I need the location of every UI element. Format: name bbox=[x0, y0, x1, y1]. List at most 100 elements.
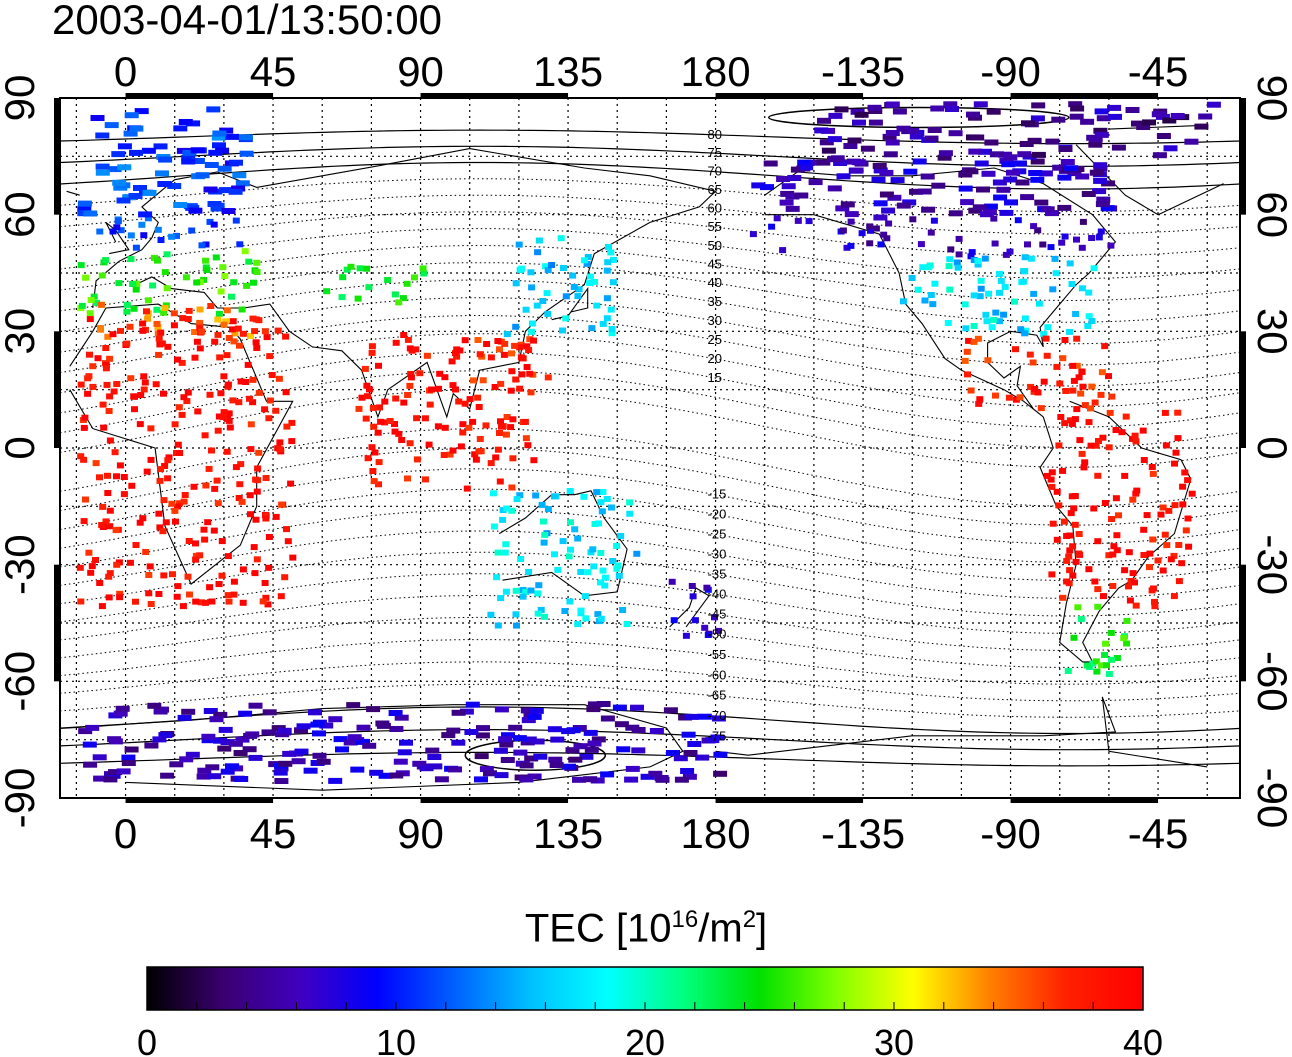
tec-point bbox=[96, 580, 104, 586]
tec-point bbox=[440, 452, 448, 458]
tec-point bbox=[368, 349, 376, 356]
tec-point bbox=[368, 444, 376, 451]
tec-point bbox=[220, 768, 235, 775]
tec-point bbox=[603, 267, 611, 274]
tec-point bbox=[1165, 507, 1173, 514]
tec-point bbox=[369, 468, 377, 474]
tec-point bbox=[508, 484, 516, 491]
tec-point bbox=[953, 259, 961, 266]
tec-point bbox=[226, 424, 234, 431]
tec-point bbox=[202, 241, 210, 248]
tec-point bbox=[687, 741, 702, 747]
tec-point bbox=[614, 562, 622, 569]
tec-point bbox=[1157, 511, 1165, 518]
tec-point bbox=[361, 365, 369, 372]
tec-point bbox=[174, 356, 181, 363]
tec-point bbox=[98, 603, 106, 610]
tec-point bbox=[1035, 300, 1043, 307]
tec-point bbox=[239, 150, 254, 157]
tec-point bbox=[265, 534, 273, 540]
tec-point bbox=[1073, 406, 1081, 413]
tec-point bbox=[463, 485, 471, 492]
tec-point bbox=[83, 761, 98, 768]
contour-label-south: -65 bbox=[708, 688, 727, 703]
tec-point bbox=[139, 320, 147, 327]
tec-point bbox=[237, 378, 245, 385]
tec-point bbox=[917, 188, 932, 195]
tec-point bbox=[1012, 346, 1019, 353]
tec-point bbox=[278, 501, 286, 508]
colorbar-tick-label: 20 bbox=[625, 1022, 665, 1057]
tec-point bbox=[164, 457, 172, 464]
tec-point bbox=[475, 448, 483, 455]
tec-point bbox=[1066, 328, 1074, 335]
tec-point bbox=[526, 336, 534, 343]
tec-point bbox=[946, 286, 954, 293]
tec-point bbox=[917, 241, 925, 248]
tec-point bbox=[164, 343, 172, 350]
tec-point bbox=[713, 751, 728, 758]
tec-point bbox=[866, 223, 874, 230]
tec-point bbox=[549, 762, 564, 768]
tec-point bbox=[1060, 159, 1075, 165]
tec-point bbox=[521, 418, 529, 425]
tec-point bbox=[88, 563, 96, 570]
tec-point bbox=[265, 415, 273, 422]
lon-tick-top: 45 bbox=[250, 48, 297, 95]
tec-point bbox=[625, 724, 640, 731]
tec-point bbox=[192, 540, 199, 547]
tec-point bbox=[960, 199, 975, 206]
tec-point bbox=[883, 151, 898, 158]
tec-point bbox=[868, 108, 883, 114]
tec-point bbox=[391, 421, 398, 427]
tec-point bbox=[1152, 152, 1167, 159]
tec-point bbox=[181, 492, 189, 498]
tec-point bbox=[103, 381, 111, 388]
tec-point bbox=[214, 427, 222, 434]
tec-point bbox=[1052, 164, 1067, 171]
tec-point bbox=[760, 184, 774, 191]
tec-point bbox=[1030, 158, 1045, 165]
tec-point bbox=[530, 457, 538, 464]
tec-point bbox=[1078, 368, 1086, 375]
tec-point bbox=[608, 326, 616, 332]
tec-point bbox=[840, 201, 855, 208]
tec-point bbox=[973, 101, 988, 108]
tec-point bbox=[1140, 552, 1148, 558]
tec-point bbox=[247, 421, 255, 428]
tec-point bbox=[252, 516, 260, 523]
tec-point bbox=[965, 337, 973, 344]
tec-point bbox=[453, 353, 461, 360]
tec-point bbox=[469, 377, 477, 384]
tec-point bbox=[143, 308, 150, 315]
tec-point bbox=[391, 428, 399, 435]
tec-point bbox=[990, 316, 998, 323]
tec-point bbox=[1159, 504, 1167, 511]
tec-point bbox=[375, 459, 383, 466]
lon-tick-top: -90 bbox=[980, 48, 1041, 95]
tec-point bbox=[1098, 369, 1106, 376]
tec-point bbox=[574, 293, 582, 300]
tec-point bbox=[451, 739, 466, 746]
tec-point bbox=[1094, 603, 1102, 610]
tec-point bbox=[82, 274, 90, 281]
tec-point bbox=[981, 255, 989, 262]
tec-point bbox=[715, 627, 722, 634]
tec-point bbox=[1074, 604, 1082, 611]
tec-point bbox=[877, 241, 885, 248]
tec-point bbox=[1088, 383, 1096, 390]
tec-point bbox=[920, 173, 935, 180]
tec-point bbox=[1031, 102, 1046, 109]
tec-point bbox=[568, 756, 583, 763]
tec-point bbox=[899, 298, 907, 305]
tec-point bbox=[1107, 242, 1115, 249]
tec-point bbox=[912, 158, 927, 165]
tec-point bbox=[262, 594, 270, 601]
tec-point bbox=[170, 322, 178, 329]
tec-point bbox=[181, 154, 196, 161]
coastline bbox=[764, 167, 1117, 418]
tec-point bbox=[235, 399, 243, 406]
tec-point bbox=[273, 769, 288, 776]
tec-point bbox=[1021, 315, 1029, 322]
tec-point bbox=[926, 262, 934, 269]
